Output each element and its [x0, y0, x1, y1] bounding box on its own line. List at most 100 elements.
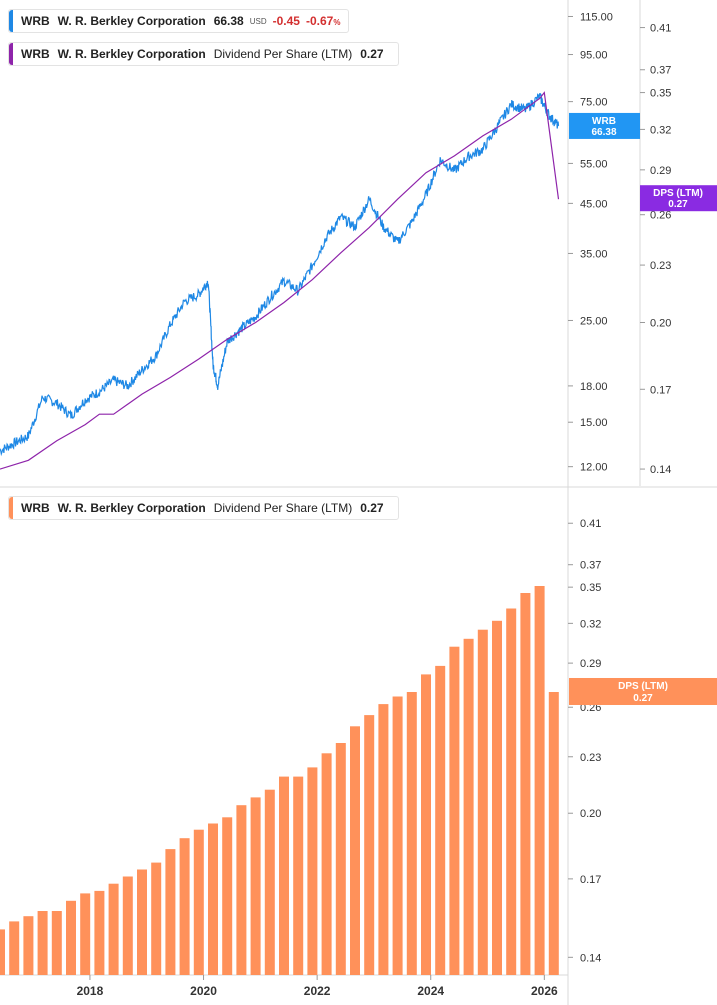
dps-bar: [534, 586, 545, 975]
dps-bar: [449, 646, 460, 975]
dps-top-tick-label: 0.26: [650, 210, 671, 222]
dps-bottom-tick-label: 0.29: [580, 658, 601, 670]
legend-price-swatch: [9, 10, 13, 32]
price-tick-label: 35.00: [580, 248, 608, 260]
dps-bar: [435, 665, 446, 975]
price-tick-label: 95.00: [580, 50, 608, 62]
dps-bar: [520, 593, 531, 975]
dps-top-tick-label: 0.32: [650, 124, 671, 136]
dps-bar: [80, 893, 91, 975]
dps-bar: [222, 817, 233, 975]
price-tick-label: 45.00: [580, 198, 608, 210]
legend-dps-bottom[interactable]: WRB W. R. Berkley Corporation Dividend P…: [8, 496, 399, 520]
dps-bottom-tick-label: 0.35: [580, 582, 601, 594]
dps-top-tag-label: DPS (LTM): [653, 188, 703, 199]
legend-dps-top-swatch: [9, 43, 13, 65]
legend-dps-bottom-name: W. R. Berkley Corporation: [57, 501, 206, 515]
dps-bar: [264, 789, 275, 975]
dps-bar: [66, 900, 76, 975]
legend-dps-bottom-value: 0.27: [360, 501, 384, 515]
dps-bottom-tag-label: DPS (LTM): [618, 681, 668, 692]
dps-bar: [350, 726, 360, 975]
price-tick-label: 115.00: [580, 11, 613, 23]
legend-dps-bottom-swatch: [9, 497, 13, 519]
legend-price-currency: USD: [249, 16, 267, 26]
price-tag: [569, 112, 640, 139]
dps-top-tick-label: 0.20: [650, 318, 671, 330]
x-tick-label: 2022: [304, 984, 331, 998]
dps-bar: [108, 883, 119, 975]
legend-price-change-pct: -0.67%: [305, 14, 341, 28]
dps-bottom-tick-label: 0.41: [580, 518, 601, 530]
dps-bar: [421, 674, 431, 975]
dps-bar: [151, 862, 162, 975]
dps-bar: [378, 704, 389, 975]
x-tick-label: 2020: [190, 984, 217, 998]
dps-top-tick-label: 0.29: [650, 165, 671, 177]
legend-dps-bottom-ticker: WRB: [21, 501, 50, 515]
dps-top-tick-label: 0.17: [650, 384, 671, 396]
dps-bottom-tick-label: 0.26: [580, 702, 601, 714]
legend-price-name: W. R. Berkley Corporation: [57, 14, 206, 28]
dps-bar: [279, 776, 289, 975]
dps-bar: [463, 638, 474, 975]
dps-top-tick-label: 0.37: [650, 65, 671, 77]
x-tick-label: 2024: [417, 984, 444, 998]
dps-bar: [179, 838, 190, 975]
dps-bottom-tick-label: 0.14: [580, 952, 601, 964]
price-tag-label: WRB: [592, 116, 616, 127]
dps-bar: [506, 608, 517, 975]
price-tick-label: 25.00: [580, 315, 608, 327]
dps-bar: [307, 767, 318, 975]
dps-bar: [193, 829, 204, 975]
dps-top-tick-label: 0.14: [650, 464, 671, 476]
dps-bar: [321, 753, 332, 975]
dps-bottom-tick-label: 0.32: [580, 618, 601, 630]
price-tick-label: 15.00: [580, 417, 608, 429]
dps-bar: [250, 797, 261, 975]
price-tag-value: 66.38: [591, 127, 616, 138]
legend-dps-top-name: W. R. Berkley Corporation: [57, 47, 206, 61]
dps-bar: [122, 876, 133, 975]
legend-dps-bottom-series: Dividend Per Share (LTM): [213, 501, 353, 515]
price-tick-label: 18.00: [580, 381, 608, 393]
legend-price[interactable]: WRB W. R. Berkley Corporation 66.38 USD …: [8, 9, 350, 33]
legend-dps-top-value: 0.27: [360, 47, 384, 61]
dps-top-tick-label: 0.41: [650, 23, 671, 35]
legend-dps-top[interactable]: WRB W. R. Berkley Corporation Dividend P…: [8, 42, 399, 66]
dps-bar: [37, 911, 48, 975]
x-tick-label: 2026: [531, 984, 558, 998]
dps-bar: [9, 921, 20, 975]
dps-top-tick-label: 0.23: [650, 260, 671, 272]
dps-bar: [293, 776, 304, 975]
dps-top-tag-value: 0.27: [668, 199, 688, 210]
dps-bar: [477, 629, 488, 975]
dps-bar: [392, 696, 403, 975]
dps-bar: [137, 869, 147, 975]
price-tick-label: 55.00: [580, 158, 608, 170]
dps-bar: [208, 823, 218, 975]
dps-bottom-tag: [569, 677, 717, 705]
dps-bar: [23, 916, 34, 975]
dps-bottom-tick-label: 0.17: [580, 874, 601, 886]
price-tick-label: 12.00: [580, 462, 608, 474]
dps-bottom-tick-label: 0.37: [580, 560, 601, 572]
legend-price-change: -0.45: [272, 14, 300, 28]
dps-bar: [492, 620, 502, 975]
dps-top-tick-label: 0.35: [650, 88, 671, 100]
dps-bar: [364, 715, 375, 975]
legend-dps-top-series: Dividend Per Share (LTM): [213, 47, 353, 61]
price-series-line: [0, 92, 560, 457]
dps-bar: [335, 743, 346, 975]
dps-bar: [51, 911, 62, 975]
dps-series-line: [0, 91, 560, 470]
dps-bar: [0, 929, 5, 975]
dps-bar: [548, 692, 559, 975]
dps-bar: [94, 890, 105, 975]
legend-price-ticker: WRB: [21, 14, 50, 28]
dps-top-tag: [640, 185, 717, 212]
dps-bar: [406, 692, 417, 975]
price-tick-label: 75.00: [580, 97, 608, 109]
dps-bottom-tick-label: 0.20: [580, 808, 601, 820]
